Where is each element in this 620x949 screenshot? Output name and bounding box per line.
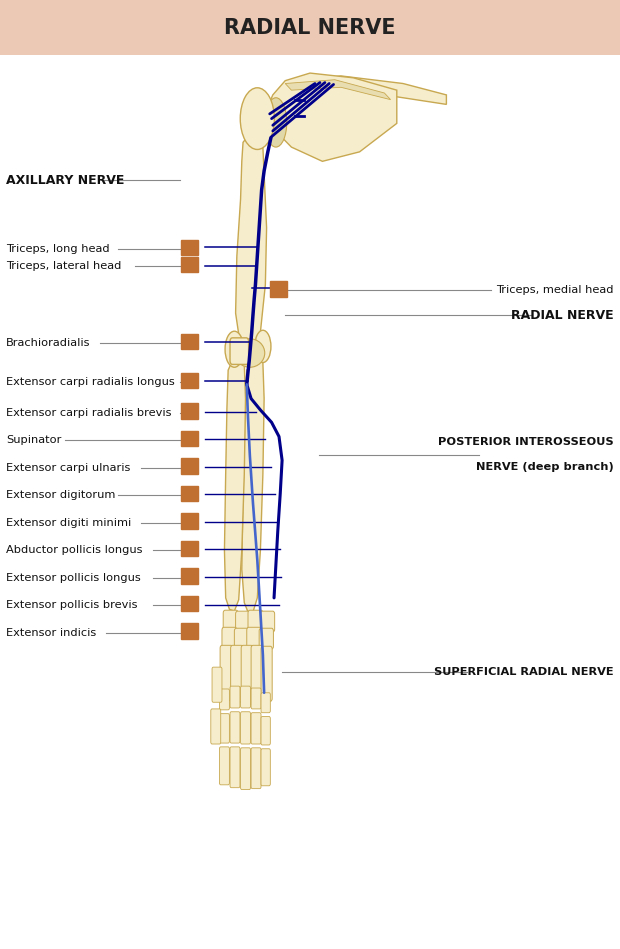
FancyBboxPatch shape xyxy=(261,716,270,745)
FancyBboxPatch shape xyxy=(241,712,250,744)
Bar xyxy=(181,239,198,254)
Bar xyxy=(270,282,287,296)
FancyBboxPatch shape xyxy=(251,748,261,789)
FancyBboxPatch shape xyxy=(261,749,270,786)
Bar xyxy=(181,431,198,446)
Text: POSTERIOR INTEROSSEOUS: POSTERIOR INTEROSSEOUS xyxy=(438,437,614,447)
Bar xyxy=(181,257,198,272)
Polygon shape xyxy=(236,131,267,346)
Text: Extensor pollicis brevis: Extensor pollicis brevis xyxy=(6,601,138,610)
FancyBboxPatch shape xyxy=(230,712,240,743)
Text: Extensor digitorum: Extensor digitorum xyxy=(6,491,115,500)
Text: Abductor pollicis longus: Abductor pollicis longus xyxy=(6,546,143,555)
FancyBboxPatch shape xyxy=(220,645,232,700)
FancyBboxPatch shape xyxy=(261,646,272,701)
FancyBboxPatch shape xyxy=(260,611,275,632)
Bar xyxy=(181,596,198,611)
FancyBboxPatch shape xyxy=(211,709,221,744)
Bar xyxy=(181,623,198,639)
Bar xyxy=(181,541,198,556)
FancyBboxPatch shape xyxy=(251,645,263,703)
FancyBboxPatch shape xyxy=(212,667,222,702)
FancyBboxPatch shape xyxy=(251,688,261,709)
Bar xyxy=(181,373,198,388)
Text: Triceps, medial head: Triceps, medial head xyxy=(496,286,614,295)
FancyBboxPatch shape xyxy=(222,627,237,648)
FancyBboxPatch shape xyxy=(230,686,240,708)
Text: Extensor carpi ulnaris: Extensor carpi ulnaris xyxy=(6,463,131,473)
FancyBboxPatch shape xyxy=(241,686,250,708)
Polygon shape xyxy=(285,80,391,100)
FancyBboxPatch shape xyxy=(241,748,250,790)
FancyBboxPatch shape xyxy=(219,747,229,785)
Text: AXILLARY NERVE: AXILLARY NERVE xyxy=(6,174,125,187)
FancyBboxPatch shape xyxy=(219,689,229,710)
Text: Extensor carpi radialis longus: Extensor carpi radialis longus xyxy=(6,378,175,387)
FancyBboxPatch shape xyxy=(219,714,229,743)
Text: Triceps, long head: Triceps, long head xyxy=(6,244,110,253)
Text: Supinator: Supinator xyxy=(6,436,61,445)
Bar xyxy=(181,403,198,419)
Text: NERVE (deep branch): NERVE (deep branch) xyxy=(476,462,614,472)
Text: RADIAL NERVE: RADIAL NERVE xyxy=(511,308,614,322)
FancyBboxPatch shape xyxy=(223,610,238,631)
Ellipse shape xyxy=(225,331,244,367)
FancyBboxPatch shape xyxy=(261,693,270,713)
Bar xyxy=(181,334,198,349)
Bar xyxy=(181,513,198,529)
FancyBboxPatch shape xyxy=(234,628,249,649)
FancyBboxPatch shape xyxy=(241,645,253,704)
FancyBboxPatch shape xyxy=(230,747,240,788)
Polygon shape xyxy=(267,73,397,161)
Text: Brachioradialis: Brachioradialis xyxy=(6,338,91,347)
FancyBboxPatch shape xyxy=(247,627,262,648)
FancyBboxPatch shape xyxy=(251,713,261,744)
Ellipse shape xyxy=(255,330,271,363)
FancyBboxPatch shape xyxy=(236,611,250,632)
Bar xyxy=(0,0,620,55)
Text: Triceps, lateral head: Triceps, lateral head xyxy=(6,261,122,271)
Bar xyxy=(181,486,198,501)
Polygon shape xyxy=(224,359,246,611)
FancyBboxPatch shape xyxy=(231,645,243,702)
Text: Extensor indicis: Extensor indicis xyxy=(6,628,97,638)
Text: SUPERFICIAL RADIAL NERVE: SUPERFICIAL RADIAL NERVE xyxy=(434,667,614,677)
Text: Extensor digiti minimi: Extensor digiti minimi xyxy=(6,518,131,528)
Text: Extensor pollicis longus: Extensor pollicis longus xyxy=(6,573,141,583)
Ellipse shape xyxy=(265,98,286,147)
Bar xyxy=(181,458,198,474)
Polygon shape xyxy=(298,76,446,104)
Polygon shape xyxy=(242,359,264,612)
FancyBboxPatch shape xyxy=(248,610,263,631)
FancyBboxPatch shape xyxy=(259,628,273,649)
Bar xyxy=(181,568,198,584)
Text: Extensor carpi radialis brevis: Extensor carpi radialis brevis xyxy=(6,408,172,418)
FancyBboxPatch shape xyxy=(230,338,249,364)
Ellipse shape xyxy=(241,88,275,150)
Ellipse shape xyxy=(235,339,265,367)
Text: RADIAL NERVE: RADIAL NERVE xyxy=(224,17,396,38)
